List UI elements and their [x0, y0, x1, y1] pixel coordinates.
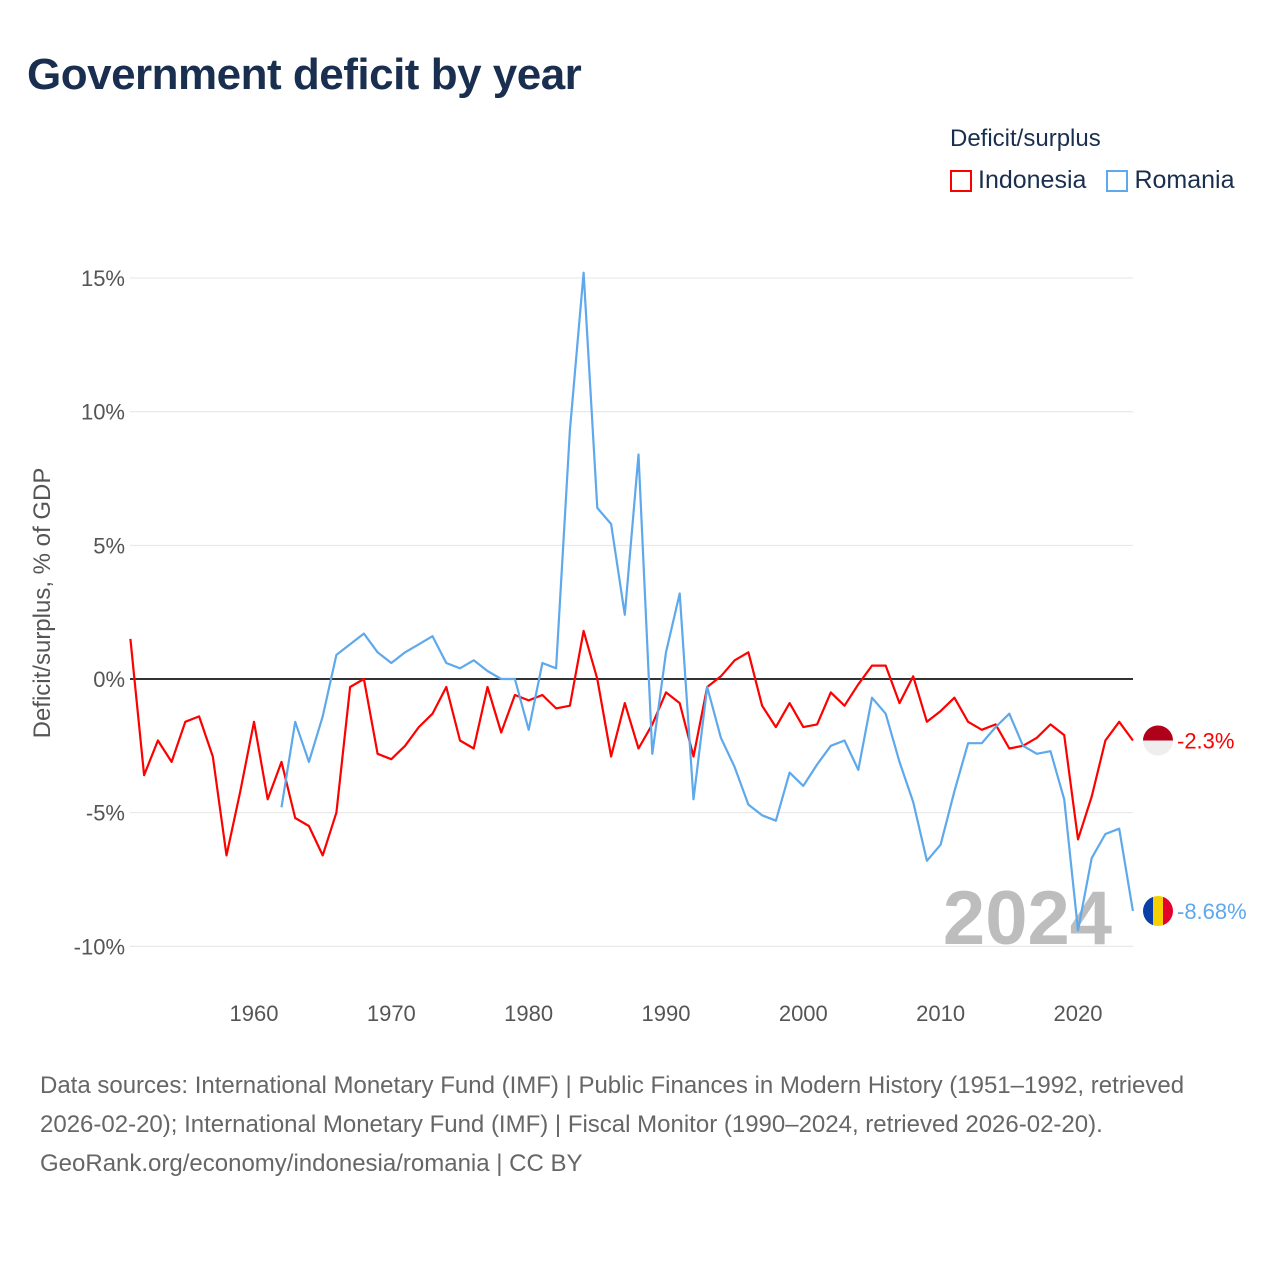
footer: Data sources: International Monetary Fun…	[40, 1066, 1240, 1183]
x-tick-label: 1960	[230, 1001, 279, 1026]
year-watermark: 2024	[943, 876, 1112, 961]
legend-swatch-romania	[1106, 169, 1129, 192]
page-title: Government deficit by year	[27, 50, 582, 99]
x-tick-label: 1980	[504, 1001, 553, 1026]
legend-swatch-indonesia	[950, 169, 972, 192]
x-tick-label: 1970	[367, 1001, 416, 1026]
data-sources: Data sources: International Monetary Fun…	[40, 1072, 1185, 1138]
series-line-romania	[280, 271, 1134, 932]
flag-stripe	[1163, 896, 1173, 927]
flag-stripe	[1153, 896, 1163, 927]
flag-icon-indonesia	[1143, 725, 1173, 756]
y-tick-label: 10%	[81, 400, 125, 425]
y-tick-label: 5%	[93, 533, 125, 558]
credit-link[interactable]: GeoRank.org/economy/indonesia/romania | …	[40, 1150, 583, 1177]
y-tick-label: -5%	[86, 801, 125, 826]
x-tick-label: 2020	[1054, 1001, 1103, 1026]
legend-title: Deficit/surplus	[950, 125, 1101, 152]
flag-stripe	[1143, 896, 1153, 927]
y-tick-label: 0%	[93, 667, 125, 692]
legend-item-romania[interactable]: Romania	[1106, 166, 1235, 195]
y-tick-label: 15%	[81, 266, 125, 291]
x-tick-label: 2010	[916, 1001, 965, 1026]
line-chart: -10% -5% 0% 5% 10% 15% 1960 1970 1980 1990 2000 201…	[29, 266, 1247, 1026]
end-value-label: -2.3%	[1177, 728, 1234, 753]
end-value-label: -8.68%	[1177, 899, 1247, 924]
y-axis-title: Deficit/surplus, % of GDP	[29, 468, 56, 739]
legend: Indonesia Romania	[950, 166, 1235, 195]
legend-label: Romania	[1134, 166, 1235, 194]
y-tick-label: -10%	[74, 934, 125, 959]
legend-label: Indonesia	[978, 166, 1087, 194]
series-line-indonesia	[129, 629, 1134, 857]
legend-item-indonesia[interactable]: Indonesia	[950, 166, 1086, 195]
flag-red-half	[1143, 725, 1173, 741]
x-tick-label: 2000	[779, 1001, 828, 1026]
flag-icon-romania	[1143, 896, 1173, 927]
flag-white-half	[1143, 740, 1173, 756]
x-tick-label: 1990	[642, 1001, 691, 1026]
